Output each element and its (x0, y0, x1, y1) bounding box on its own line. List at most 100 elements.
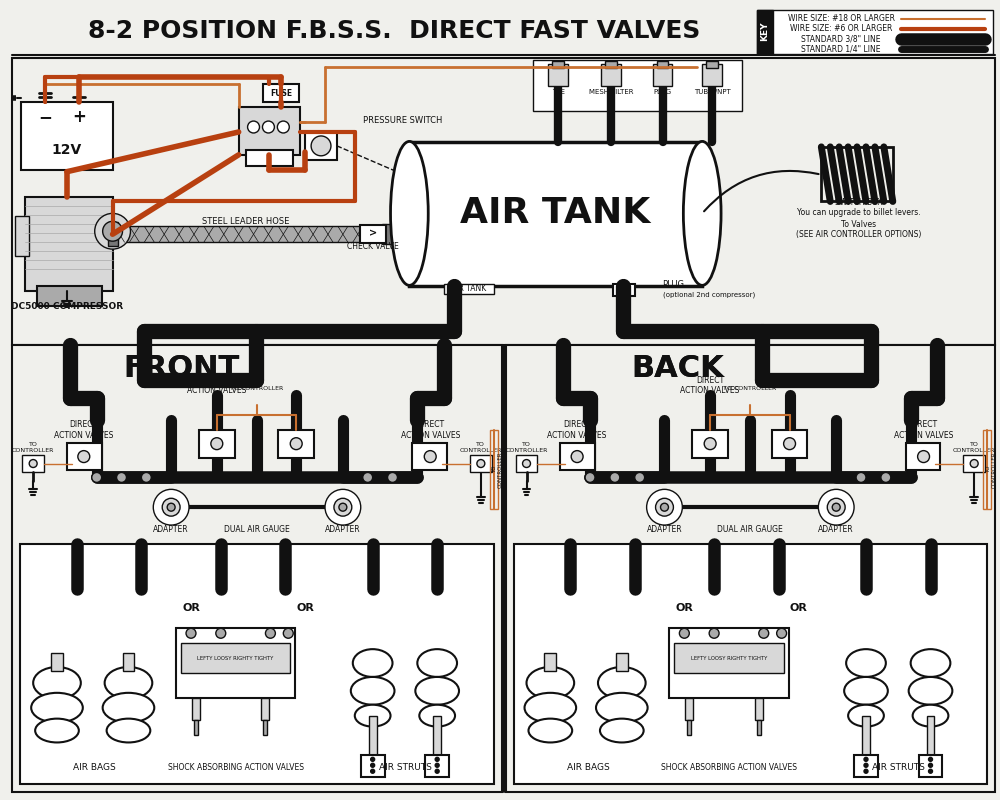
Text: DC5000 COMPRESSOR: DC5000 COMPRESSOR (11, 302, 123, 311)
Ellipse shape (417, 649, 457, 677)
Ellipse shape (353, 649, 393, 677)
Text: STEEL LEADER HOSE: STEEL LEADER HOSE (202, 217, 289, 226)
Text: AIR BAGS: AIR BAGS (567, 762, 609, 772)
Circle shape (363, 473, 373, 482)
Text: AIR STRUTS: AIR STRUTS (872, 762, 925, 772)
Text: DIRECT
ACTION VALVES: DIRECT ACTION VALVES (187, 376, 246, 395)
Bar (263, 84, 299, 102)
Ellipse shape (683, 142, 721, 286)
Ellipse shape (911, 649, 950, 677)
Text: >: > (369, 228, 377, 238)
Text: FRONT: FRONT (123, 354, 239, 382)
Text: TO
CONTROLLER: TO CONTROLLER (492, 451, 503, 488)
Circle shape (864, 763, 868, 767)
Bar (560, 442, 595, 470)
Circle shape (435, 770, 439, 774)
Text: FRONT: FRONT (123, 354, 239, 382)
Bar (821, 147, 893, 202)
Circle shape (881, 473, 891, 482)
Text: AIR BAGS: AIR BAGS (73, 762, 116, 772)
Bar (361, 755, 385, 778)
Bar (176, 628, 295, 698)
Text: TO CONTROLLER: TO CONTROLLER (723, 386, 776, 390)
Circle shape (777, 628, 787, 638)
Bar (657, 61, 668, 69)
Text: AIR TANK: AIR TANK (451, 284, 487, 294)
Text: DUAL AIR GAUGE: DUAL AIR GAUGE (224, 525, 289, 534)
Circle shape (709, 628, 719, 638)
Text: STANDARD 3/8" LINE: STANDARD 3/8" LINE (801, 34, 881, 43)
Bar (22, 454, 44, 473)
Text: WIRE SIZE: #6 OR LARGER: WIRE SIZE: #6 OR LARGER (790, 24, 892, 34)
Text: (optional 2nd compressor): (optional 2nd compressor) (663, 291, 755, 298)
Circle shape (679, 628, 689, 638)
Bar (674, 643, 784, 673)
Text: STANDARD 1/4" LINE: STANDARD 1/4" LINE (801, 44, 881, 53)
Ellipse shape (527, 667, 574, 698)
Text: TO
CONTROLLER: TO CONTROLLER (953, 442, 995, 453)
Bar (382, 224, 392, 244)
Circle shape (929, 763, 933, 767)
Text: KEY: KEY (760, 22, 769, 42)
Ellipse shape (528, 718, 572, 742)
Circle shape (477, 459, 485, 467)
Circle shape (571, 450, 583, 462)
Text: ADAPTER: ADAPTER (325, 525, 361, 534)
Circle shape (290, 438, 302, 450)
Text: PRESSURE SWITCH: PRESSURE SWITCH (363, 115, 442, 125)
Bar (15, 216, 29, 256)
Bar (601, 65, 621, 86)
Text: +: + (72, 108, 86, 126)
Circle shape (918, 450, 930, 462)
Text: ADAPTER: ADAPTER (647, 525, 682, 534)
Text: 12V: 12V (52, 143, 82, 157)
Text: AIR TANK: AIR TANK (460, 196, 650, 230)
Bar (360, 226, 386, 243)
Bar (552, 61, 564, 69)
Text: OR: OR (182, 603, 200, 614)
Circle shape (929, 770, 933, 774)
Ellipse shape (848, 705, 884, 726)
Bar (685, 698, 693, 720)
Bar (12, 58, 995, 346)
Circle shape (325, 490, 361, 525)
Text: −: − (38, 108, 52, 126)
Text: TUBE /NPT: TUBE /NPT (694, 90, 731, 95)
Ellipse shape (415, 677, 459, 705)
Text: WIRE SIZE: #18 OR LARGER: WIRE SIZE: #18 OR LARGER (788, 14, 895, 23)
Circle shape (92, 473, 102, 482)
Bar (854, 755, 878, 778)
Circle shape (186, 628, 196, 638)
Text: DIRECT
ACTION VALVES: DIRECT ACTION VALVES (54, 420, 113, 440)
Circle shape (95, 214, 130, 249)
Circle shape (141, 473, 151, 482)
Bar (755, 698, 763, 720)
Circle shape (827, 498, 845, 516)
Text: FUSE: FUSE (270, 89, 292, 98)
Bar (490, 430, 498, 509)
Circle shape (704, 438, 716, 450)
Text: LEFTY LOOSY RIGHTY TIGHTY: LEFTY LOOSY RIGHTY TIGHTY (197, 655, 274, 661)
Circle shape (283, 628, 293, 638)
Bar (692, 430, 728, 458)
Text: AIR STRUTS: AIR STRUTS (379, 762, 432, 772)
Circle shape (929, 758, 933, 762)
Ellipse shape (913, 705, 948, 726)
Ellipse shape (355, 705, 391, 726)
Bar (12, 346, 502, 792)
Bar (653, 65, 672, 86)
Bar (757, 720, 761, 734)
Circle shape (864, 758, 868, 762)
Bar (687, 720, 691, 734)
Circle shape (334, 498, 352, 516)
Ellipse shape (419, 705, 455, 726)
Circle shape (371, 770, 375, 774)
Circle shape (371, 758, 375, 762)
Bar (412, 442, 447, 470)
Ellipse shape (600, 718, 644, 742)
Bar (706, 61, 718, 69)
Bar (51, 653, 63, 671)
Ellipse shape (351, 677, 394, 705)
Ellipse shape (103, 693, 154, 722)
Bar (37, 286, 102, 306)
